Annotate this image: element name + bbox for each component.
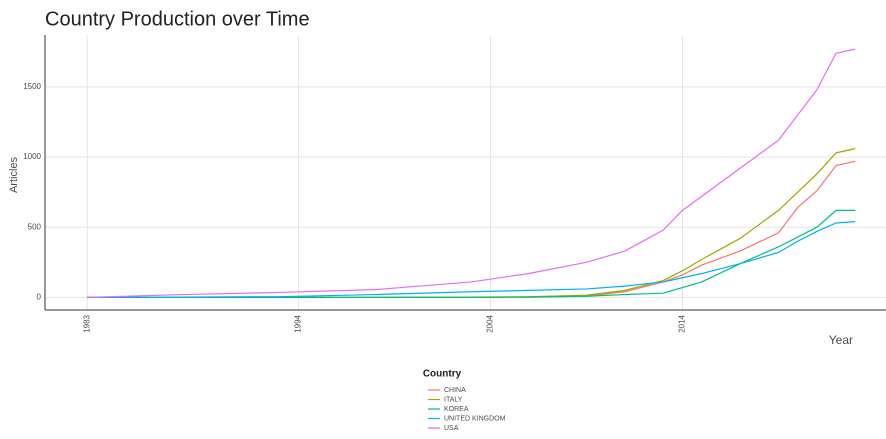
legend-label: KOREA [444, 406, 469, 413]
x-tick-label: 2014 [678, 314, 687, 332]
legend-label: UNITED KINGDOM [444, 415, 506, 422]
series-line [87, 148, 856, 298]
legend-title: Country [423, 369, 462, 380]
series-line [87, 221, 856, 298]
legend-label: CHINA [444, 387, 466, 394]
y-tick-label: 500 [28, 222, 42, 231]
legend-label: ITALY [444, 396, 463, 403]
y-tick-label: 0 [37, 292, 42, 301]
y-tick-label: 1500 [23, 82, 41, 91]
x-tick-label: 1983 [82, 314, 91, 332]
x-tick-label: 2004 [486, 314, 495, 332]
x-tick-label: 1994 [294, 314, 303, 332]
x-axis-label: Year [829, 333, 853, 347]
chart-title: Country Production over Time [45, 8, 310, 30]
y-axis-label: Articles [8, 156, 20, 193]
y-tick-label: 1000 [23, 152, 41, 161]
series-line [87, 48, 856, 298]
series-line [87, 209, 856, 298]
legend-label: USA [444, 425, 459, 432]
series-line [87, 160, 856, 298]
